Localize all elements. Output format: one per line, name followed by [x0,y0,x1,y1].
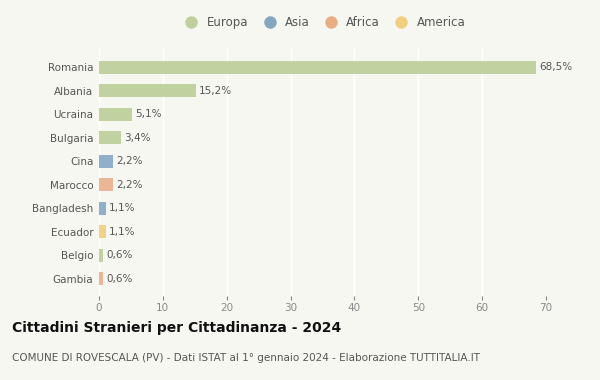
Text: Cittadini Stranieri per Cittadinanza - 2024: Cittadini Stranieri per Cittadinanza - 2… [12,321,341,335]
Bar [99,84,196,97]
Text: 2,2%: 2,2% [116,180,143,190]
Bar [99,131,121,144]
Text: 0,6%: 0,6% [106,274,133,284]
Legend: Europa, Asia, Africa, America: Europa, Asia, Africa, America [177,13,468,31]
Bar [99,249,103,262]
Text: 5,1%: 5,1% [135,109,161,119]
Text: COMUNE DI ROVESCALA (PV) - Dati ISTAT al 1° gennaio 2024 - Elaborazione TUTTITAL: COMUNE DI ROVESCALA (PV) - Dati ISTAT al… [12,353,480,363]
Text: 15,2%: 15,2% [199,86,232,96]
Bar [99,155,113,168]
Bar [99,61,536,74]
Bar [99,202,106,215]
Bar [99,272,103,285]
Text: 68,5%: 68,5% [539,62,573,72]
Text: 1,1%: 1,1% [109,203,136,213]
Bar [99,225,106,238]
Bar [99,178,113,191]
Text: 2,2%: 2,2% [116,156,143,166]
Text: 0,6%: 0,6% [106,250,133,260]
Text: 1,1%: 1,1% [109,227,136,237]
Text: 3,4%: 3,4% [124,133,151,142]
Bar [99,108,131,120]
